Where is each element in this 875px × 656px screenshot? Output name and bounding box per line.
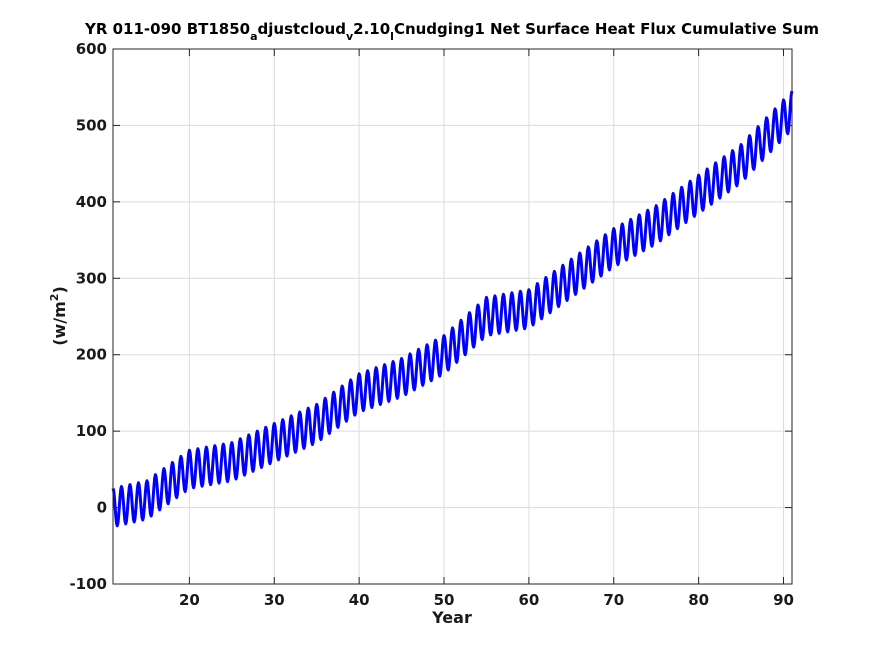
series-line-1: [111, 90, 794, 528]
plot-frame: [112, 48, 793, 585]
x-tick-label: 30: [264, 591, 285, 609]
y-tick-label: 400: [76, 193, 107, 211]
x-tick-label: 20: [179, 591, 200, 609]
x-tick-label: 50: [434, 591, 455, 609]
x-tick-label: 80: [688, 591, 709, 609]
y-tick-label: 300: [76, 269, 107, 287]
y-tick-labels: -100 0 100 200 300 400 500 600: [69, 40, 107, 593]
x-tick-label: 40: [349, 591, 370, 609]
tick-marks: [113, 48, 792, 585]
chart-title: YR 011-090 BT1850adjustcloudv2.10lCnudgi…: [84, 20, 819, 43]
y-tick-label: -100: [69, 575, 107, 593]
y-tick-label: 0: [97, 499, 107, 517]
y-tick-label: 200: [76, 346, 107, 364]
y-tick-label: 500: [76, 116, 107, 134]
x-axis-label: Year: [431, 608, 472, 627]
series-layer: [111, 90, 794, 528]
x-tick-label: 60: [518, 591, 539, 609]
x-tick-labels: 20 30 40 50 60 70 80 90: [179, 591, 794, 609]
x-tick-label: 90: [773, 591, 794, 609]
y-tick-label: 100: [76, 422, 107, 440]
y-tick-label: 600: [76, 40, 107, 58]
x-tick-label: 70: [603, 591, 624, 609]
y-axis-label: (w/m2): [48, 286, 69, 346]
